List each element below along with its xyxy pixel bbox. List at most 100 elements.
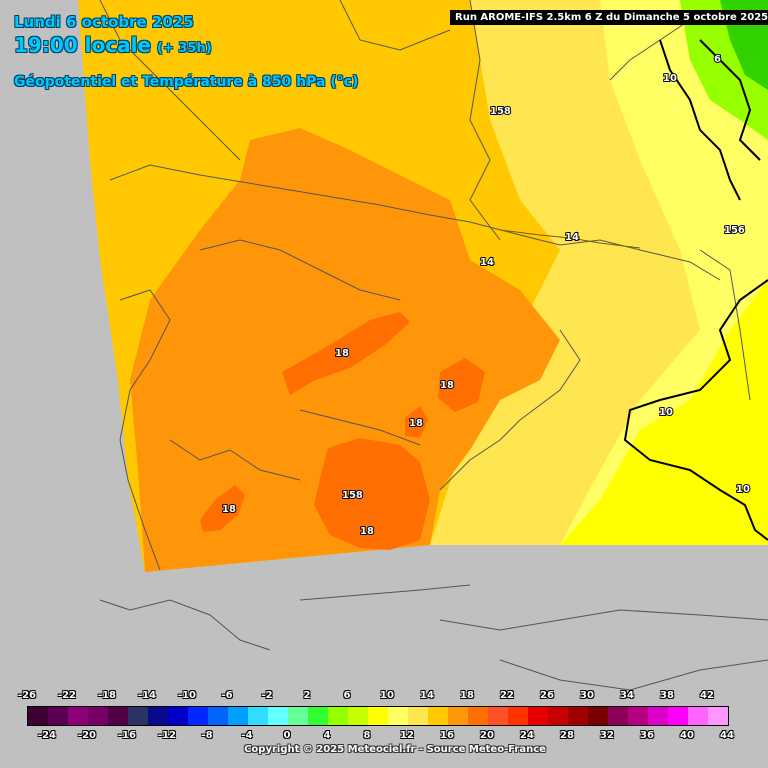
legend-top-label: 14 (420, 690, 434, 701)
contour-label-18-southwest: 18 (222, 504, 236, 515)
model-run-banner: Run AROME-IFS 2.5km 6 Z du Dimanche 5 oc… (450, 10, 768, 25)
legend-top-label: 26 (540, 690, 554, 701)
legend-bottom-label: 8 (363, 730, 371, 741)
legend-swatch (68, 707, 88, 725)
legend-bottom-label: -12 (157, 730, 177, 741)
legend-swatch (468, 707, 488, 725)
legend-top-label: 34 (620, 690, 634, 701)
legend-swatch (408, 707, 428, 725)
legend-swatch (108, 707, 128, 725)
legend-top-label: 30 (580, 690, 594, 701)
legend-swatch (708, 707, 728, 725)
forecast-time: 19:00 locale (+ 35h) (14, 33, 212, 57)
legend-top-label: 22 (500, 690, 514, 701)
legend-top-label: -26 (17, 690, 37, 701)
legend-swatch (308, 707, 328, 725)
legend-swatch (428, 707, 448, 725)
legend-swatch (188, 707, 208, 725)
legend-swatch (368, 707, 388, 725)
contour-label-14-a: 14 (565, 232, 579, 243)
geopotential-label-156: 156 (724, 225, 745, 236)
legend-bottom-label: 28 (560, 730, 574, 741)
legend-swatch (208, 707, 228, 725)
zone-8-10 (560, 280, 768, 545)
contour-label-18-central: 18 (335, 348, 349, 359)
legend-swatch (328, 707, 348, 725)
zone-18-20-east (438, 358, 485, 412)
legend-swatch (128, 707, 148, 725)
legend-swatch (228, 707, 248, 725)
forecast-date: Lundi 6 octobre 2025 (14, 13, 194, 31)
legend-swatch (528, 707, 548, 725)
legend-bottom-label: -4 (241, 730, 253, 741)
legend-swatch (288, 707, 308, 725)
copyright-notice: Copyright © 2025 Meteociel.fr - Source M… (244, 744, 546, 755)
legend-bottom-label: -20 (77, 730, 97, 741)
zone-18-20-southwest (200, 485, 245, 532)
legend-bottom-label: 40 (680, 730, 694, 741)
isotherm-14-line (499, 229, 641, 249)
contour-label-6: 6 (714, 54, 721, 65)
country-borders (99, 0, 768, 691)
zone-18-20-central (282, 312, 410, 395)
zone-18-20-mid (405, 406, 428, 438)
contour-label-14-b: 14 (480, 257, 494, 268)
legend-top-label: -2 (261, 690, 273, 701)
legend-swatch (488, 707, 508, 725)
legend-swatch (668, 707, 688, 725)
legend-swatch (268, 707, 288, 725)
legend-top-label: -14 (137, 690, 157, 701)
legend-swatch (348, 707, 368, 725)
legend-swatch (48, 707, 68, 725)
legend-bottom-labels: -24 -20 -16 -12 -8 -4 0 4 8 12 16 20 24 28 32 36 40 44 (0, 730, 768, 744)
legend-swatch (168, 707, 188, 725)
legend-swatch (568, 707, 588, 725)
legend-top-label: -18 (97, 690, 117, 701)
geopotential-label-158-south: 158 (342, 490, 363, 501)
lead-time: (+ 35h) (157, 41, 212, 56)
legend-bottom-label: 16 (440, 730, 454, 741)
legend-color-bar (27, 706, 729, 726)
legend-bottom-label: 12 (400, 730, 414, 741)
legend-top-labels: -26 -22 -18 -14 -10 -6 -2 2 6 10 14 18 22 26 30 34 38 42 (0, 690, 768, 704)
legend-swatch (248, 707, 268, 725)
legend-top-label: 10 (380, 690, 394, 701)
legend-swatch (148, 707, 168, 725)
coastline-contours (623, 39, 768, 541)
legend-swatch (548, 707, 568, 725)
contour-label-10-e: 10 (659, 407, 673, 418)
legend-swatch (508, 707, 528, 725)
legend-bottom-label: -16 (117, 730, 137, 741)
legend-bottom-label: 44 (720, 730, 734, 741)
legend-bottom-label: 32 (600, 730, 614, 741)
legend-bottom-label: -8 (201, 730, 213, 741)
legend-top-label: 6 (343, 690, 351, 701)
local-time: 19:00 locale (14, 33, 151, 57)
contour-label-10-se: 10 (736, 484, 750, 495)
legend-top-label: 2 (303, 690, 311, 701)
legend-bottom-label: 0 (283, 730, 291, 741)
legend-bottom-label: 4 (323, 730, 331, 741)
legend-swatch (88, 707, 108, 725)
legend-top-label: -6 (221, 690, 233, 701)
legend-swatch (648, 707, 668, 725)
parameter-title: Géopotentiel et Température à 850 hPa (°… (14, 74, 359, 90)
legend-top-label: -10 (177, 690, 197, 701)
legend-bottom-label: 20 (480, 730, 494, 741)
legend-swatch (448, 707, 468, 725)
legend-swatch (588, 707, 608, 725)
legend-swatch (388, 707, 408, 725)
legend-top-label: 42 (700, 690, 714, 701)
legend-top-label: 18 (460, 690, 474, 701)
legend-bottom-label: 36 (640, 730, 654, 741)
contour-label-18-mid: 18 (409, 418, 423, 429)
color-scale-legend: -26 -22 -18 -14 -10 -6 -2 2 6 10 14 18 22 26 30 34 38 42 … (0, 686, 768, 768)
legend-top-label: -22 (57, 690, 77, 701)
legend-swatch (28, 707, 48, 725)
legend-bottom-label: -24 (37, 730, 57, 741)
legend-top-label: 38 (660, 690, 674, 701)
legend-bottom-label: 24 (520, 730, 534, 741)
zone-18-20-south (314, 438, 430, 550)
